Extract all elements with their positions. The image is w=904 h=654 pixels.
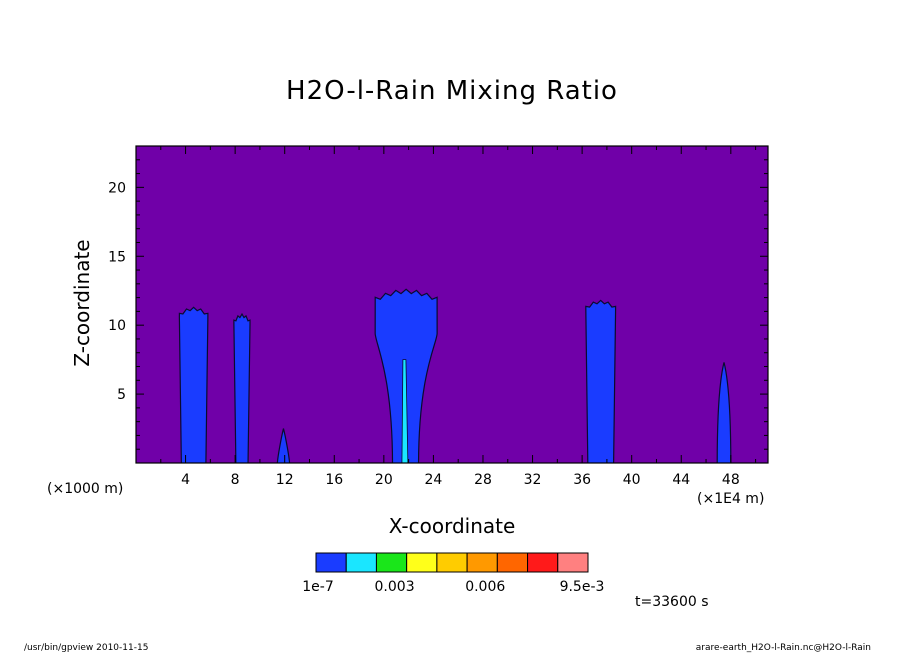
y-tick-label: 5 — [117, 387, 126, 403]
x-scale-label: (×1E4 m) — [697, 491, 765, 507]
x-tick-label: 28 — [474, 472, 492, 488]
x-tick-label: 36 — [573, 472, 591, 488]
x-unit-label: (×1000 m) — [47, 481, 124, 497]
colorbar-tick-label: 9.5e-3 — [560, 579, 605, 595]
colorbar-swatch — [466, 552, 498, 573]
colorbar-swatch — [345, 552, 377, 573]
colorbar-tick-label: 0.006 — [465, 579, 505, 595]
x-tick-label: 44 — [672, 472, 690, 488]
x-tick-label: 24 — [424, 472, 442, 488]
x-tick-label: 8 — [231, 472, 240, 488]
rain-cell — [716, 362, 732, 463]
chart-title: H2O-l-Rain Mixing Ratio — [286, 76, 618, 106]
rain-cell — [276, 428, 291, 463]
footer-right: arare-earth_H2O-l-Rain.nc@H2O-l-Rain — [695, 643, 871, 653]
y-tick-label: 15 — [108, 249, 126, 265]
plot-background — [136, 146, 768, 463]
y-axis-label: Z-coordinate — [70, 239, 94, 367]
x-tick-label: 48 — [722, 472, 740, 488]
y-tick-label: 20 — [108, 180, 126, 196]
colorbar-swatch — [315, 552, 347, 573]
x-tick-label: 16 — [325, 472, 343, 488]
footer-left: /usr/bin/gpview 2010-11-15 — [24, 643, 149, 653]
x-axis-label: X-coordinate — [388, 514, 516, 538]
rain-cell — [585, 299, 617, 463]
colorbar-swatch — [557, 552, 589, 573]
x-tick-label: 4 — [181, 472, 190, 488]
rain-cell — [178, 306, 209, 463]
y-tick-label: 10 — [108, 318, 126, 334]
rain-cell — [233, 312, 251, 463]
colorbar-tick-label: 1e-7 — [302, 579, 333, 595]
x-tick-label: 32 — [524, 472, 542, 488]
x-tick-label: 40 — [623, 472, 641, 488]
colorbar-swatch — [496, 552, 529, 573]
time-label: t=33600 s — [635, 594, 709, 610]
plot-frame — [135, 145, 769, 464]
rain-core — [401, 359, 409, 463]
x-tick-label: 20 — [375, 472, 393, 488]
x-tick-label: 12 — [276, 472, 294, 488]
colorbar-tick-label: 0.003 — [375, 579, 415, 595]
colorbar-swatch — [527, 552, 559, 573]
colorbar-swatch — [375, 552, 408, 573]
colorbar-swatch — [436, 552, 468, 573]
colorbar-swatch — [406, 552, 438, 573]
